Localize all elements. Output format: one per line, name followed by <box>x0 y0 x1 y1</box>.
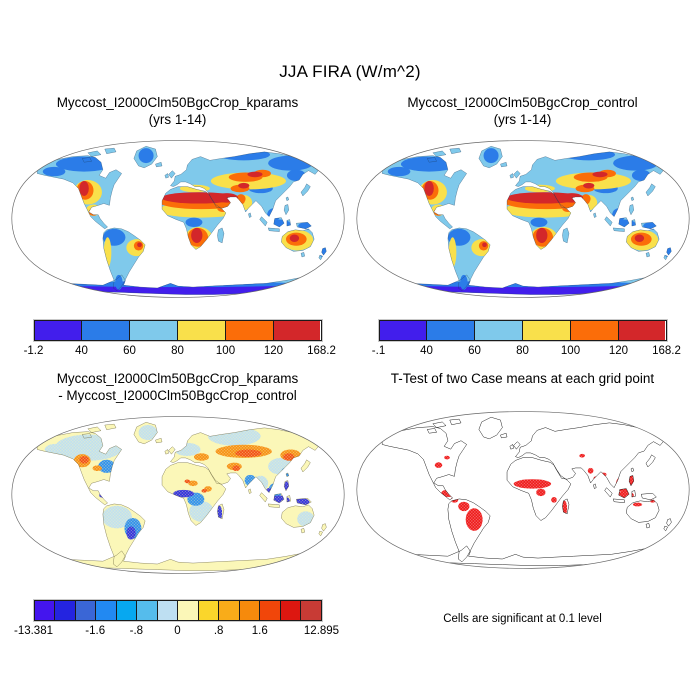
world-map-clim <box>355 140 690 298</box>
panel-control-title: Myccost_I2000Clm50BgcCrop_control (yrs 1… <box>352 94 693 128</box>
world-map-diff <box>10 416 345 574</box>
colorbar-tick-label: 12.895 <box>303 625 340 637</box>
colorbar-difference-ticks: -13.381 -1.6 -.8 0 .8 1.6 12.895 <box>14 625 339 640</box>
colorbar-tick-label: 120 <box>608 345 629 357</box>
panel-difference-title-line2: - Myccost_I2000Clm50BgcCrop_control <box>58 388 297 403</box>
colorbar-segment <box>177 601 198 620</box>
map-control <box>354 132 692 306</box>
colorbar-segment <box>81 321 130 340</box>
map-kparams <box>9 132 347 306</box>
colorbar-tick-label: -.1 <box>371 345 386 357</box>
colorbar-segment <box>272 321 321 340</box>
colorbar-segment <box>156 601 177 620</box>
map-outline <box>355 140 690 298</box>
colorbar-tick-label: 168.2 <box>307 345 336 357</box>
panel-kparams-title: Myccost_I2000Clm50BgcCrop_kparams (yrs 1… <box>7 94 348 128</box>
colorbar-tick-label: 80 <box>171 345 184 357</box>
colorbar-tick-label: -1.6 <box>85 625 106 637</box>
colorbar-segment <box>521 321 570 340</box>
colorbar-segment <box>74 601 95 620</box>
colorbar-segment <box>259 601 280 620</box>
colorbar-tick-label: 168.2 <box>652 345 681 357</box>
map-difference <box>9 408 347 582</box>
colorbar-segment <box>176 321 225 340</box>
colorbar-tick-label: 100 <box>560 345 581 357</box>
ttest-caption: Cells are significant at 0.1 level <box>443 613 602 625</box>
panel-kparams: Myccost_I2000Clm50BgcCrop_kparams (yrs 1… <box>7 94 348 360</box>
colorbar-kparams-row <box>33 320 322 341</box>
map-outline <box>10 416 345 574</box>
colorbar-tick-label: 100 <box>215 345 236 357</box>
colorbar-tick-label: .8 <box>213 625 224 637</box>
map-ttest <box>354 403 692 577</box>
colorbar-segment <box>569 321 618 340</box>
colorbar-tick-label: 80 <box>516 345 529 357</box>
map-outline <box>355 411 690 569</box>
colorbar-segment <box>95 601 116 620</box>
colorbar-segment <box>617 321 666 340</box>
colorbar-kparams-ticks: -1.2 40 60 80 100 120 168.2 <box>24 345 336 360</box>
colorbar-difference-row <box>33 600 322 621</box>
colorbar-control-ticks: -.1 40 60 80 100 120 168.2 <box>372 345 681 360</box>
colorbar-tick-label: 1.6 <box>251 625 268 637</box>
colorbar-segment <box>129 321 177 340</box>
colorbar-segment <box>54 601 75 620</box>
panel-kparams-title-line1: Myccost_I2000Clm50BgcCrop_kparams <box>56 95 299 110</box>
colorbar-tick-label: 40 <box>420 345 433 357</box>
colorbar-segment <box>115 601 136 620</box>
colorbar-tick-label: -.8 <box>129 625 144 637</box>
panel-control: Myccost_I2000Clm50BgcCrop_control (yrs 1… <box>352 94 693 360</box>
panel-difference-title: Myccost_I2000Clm50BgcCrop_kparams - Mycc… <box>7 370 348 404</box>
colorbar-segment <box>426 321 475 340</box>
colorbar-segment <box>34 321 82 340</box>
colorbar-kparams: -1.2 40 60 80 100 120 168.2 <box>24 320 336 360</box>
world-map-clim <box>10 140 345 298</box>
panel-ttest-title: T-Test of two Case means at each grid po… <box>390 371 655 386</box>
colorbar-tick-label: -13.381 <box>13 625 54 637</box>
colorbar-tick-label: 120 <box>263 345 284 357</box>
colorbar-segment <box>474 321 522 340</box>
colorbar-tick-label: 40 <box>75 345 88 357</box>
colorbar-segment <box>34 601 54 620</box>
colorbar-tick-label: 60 <box>468 345 481 357</box>
colorbar-difference: -13.381 -1.6 -.8 0 .8 1.6 12.895 <box>14 600 339 640</box>
colorbar-control-row <box>378 320 667 341</box>
colorbar-control: -.1 40 60 80 100 120 168.2 <box>372 320 681 360</box>
colorbar-segment <box>238 601 259 620</box>
colorbar-segment <box>300 601 321 620</box>
world-map-ttest <box>355 411 690 569</box>
figure-title: JJA FIRA (W/m^2) <box>279 62 421 81</box>
colorbar-segment <box>197 601 218 620</box>
colorbar-segment <box>279 601 300 620</box>
map-outline <box>10 140 345 298</box>
colorbar-segment <box>136 601 157 620</box>
panel-ttest: T-Test of two Case means at each grid po… <box>352 370 693 625</box>
panel-kparams-title-line2: (yrs 1-14) <box>148 112 207 127</box>
colorbar-tick-label: 0 <box>174 625 181 637</box>
panel-control-title-line2: (yrs 1-14) <box>493 112 552 127</box>
colorbar-segment <box>218 601 239 620</box>
panel-control-title-line1: Myccost_I2000Clm50BgcCrop_control <box>407 95 638 110</box>
colorbar-segment <box>224 321 273 340</box>
panel-difference-title-line1: Myccost_I2000Clm50BgcCrop_kparams <box>56 371 299 386</box>
colorbar-tick-label: 60 <box>123 345 136 357</box>
colorbar-tick-label: -1.2 <box>23 345 44 357</box>
panel-difference: Myccost_I2000Clm50BgcCrop_kparams - Mycc… <box>7 370 348 640</box>
colorbar-segment <box>379 321 427 340</box>
